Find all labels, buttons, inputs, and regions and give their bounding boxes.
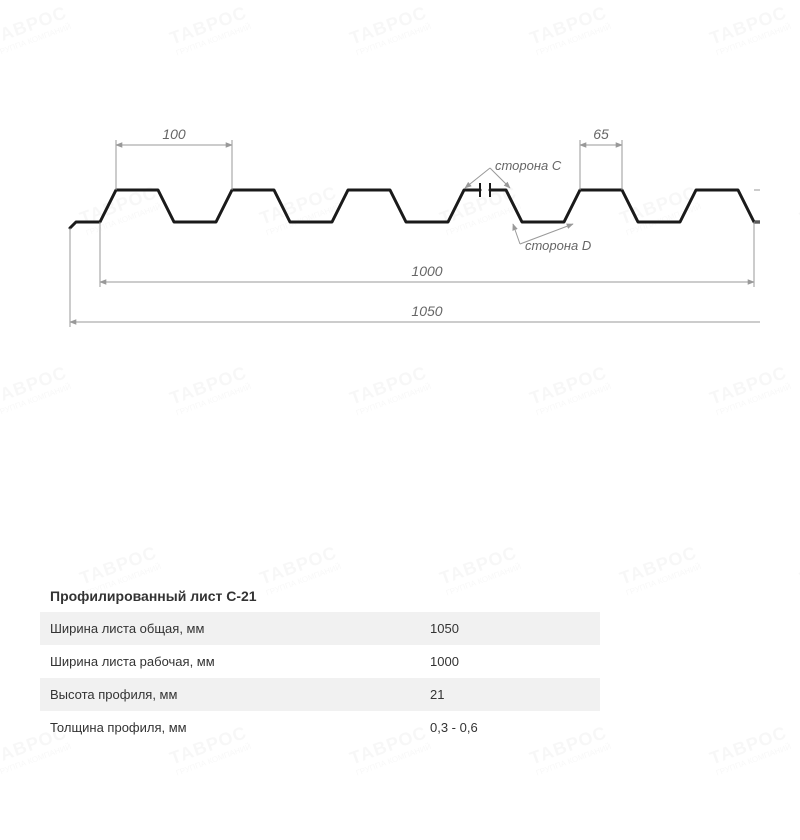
svg-text:сторона С: сторона С bbox=[495, 158, 562, 173]
spec-label: Ширина листа общая, мм bbox=[50, 621, 430, 636]
spec-value: 1000 bbox=[430, 654, 590, 669]
spec-table: Профилированный лист С-21 Ширина листа о… bbox=[40, 580, 600, 744]
spec-title: Профилированный лист С-21 bbox=[40, 580, 600, 612]
svg-text:65: 65 bbox=[593, 126, 609, 142]
svg-text:1000: 1000 bbox=[411, 263, 442, 279]
svg-text:1050: 1050 bbox=[411, 303, 442, 319]
spec-label: Высота профиля, мм bbox=[50, 687, 430, 702]
svg-text:100: 100 bbox=[162, 126, 186, 142]
spec-label: Толщина профиля, мм bbox=[50, 720, 430, 735]
spec-row: Ширина листа рабочая, мм1000 bbox=[40, 645, 600, 678]
spec-value: 21 bbox=[430, 687, 590, 702]
spec-value: 0,3 - 0,6 bbox=[430, 720, 590, 735]
spec-row: Толщина профиля, мм0,3 - 0,6 bbox=[40, 711, 600, 744]
spec-value: 1050 bbox=[430, 621, 590, 636]
spec-label: Ширина листа рабочая, мм bbox=[50, 654, 430, 669]
profile-diagram: 1006521сторона Ссторона D10001050 bbox=[40, 100, 760, 380]
svg-text:сторона D: сторона D bbox=[525, 238, 591, 253]
spec-row: Высота профиля, мм21 bbox=[40, 678, 600, 711]
spec-row: Ширина листа общая, мм1050 bbox=[40, 612, 600, 645]
